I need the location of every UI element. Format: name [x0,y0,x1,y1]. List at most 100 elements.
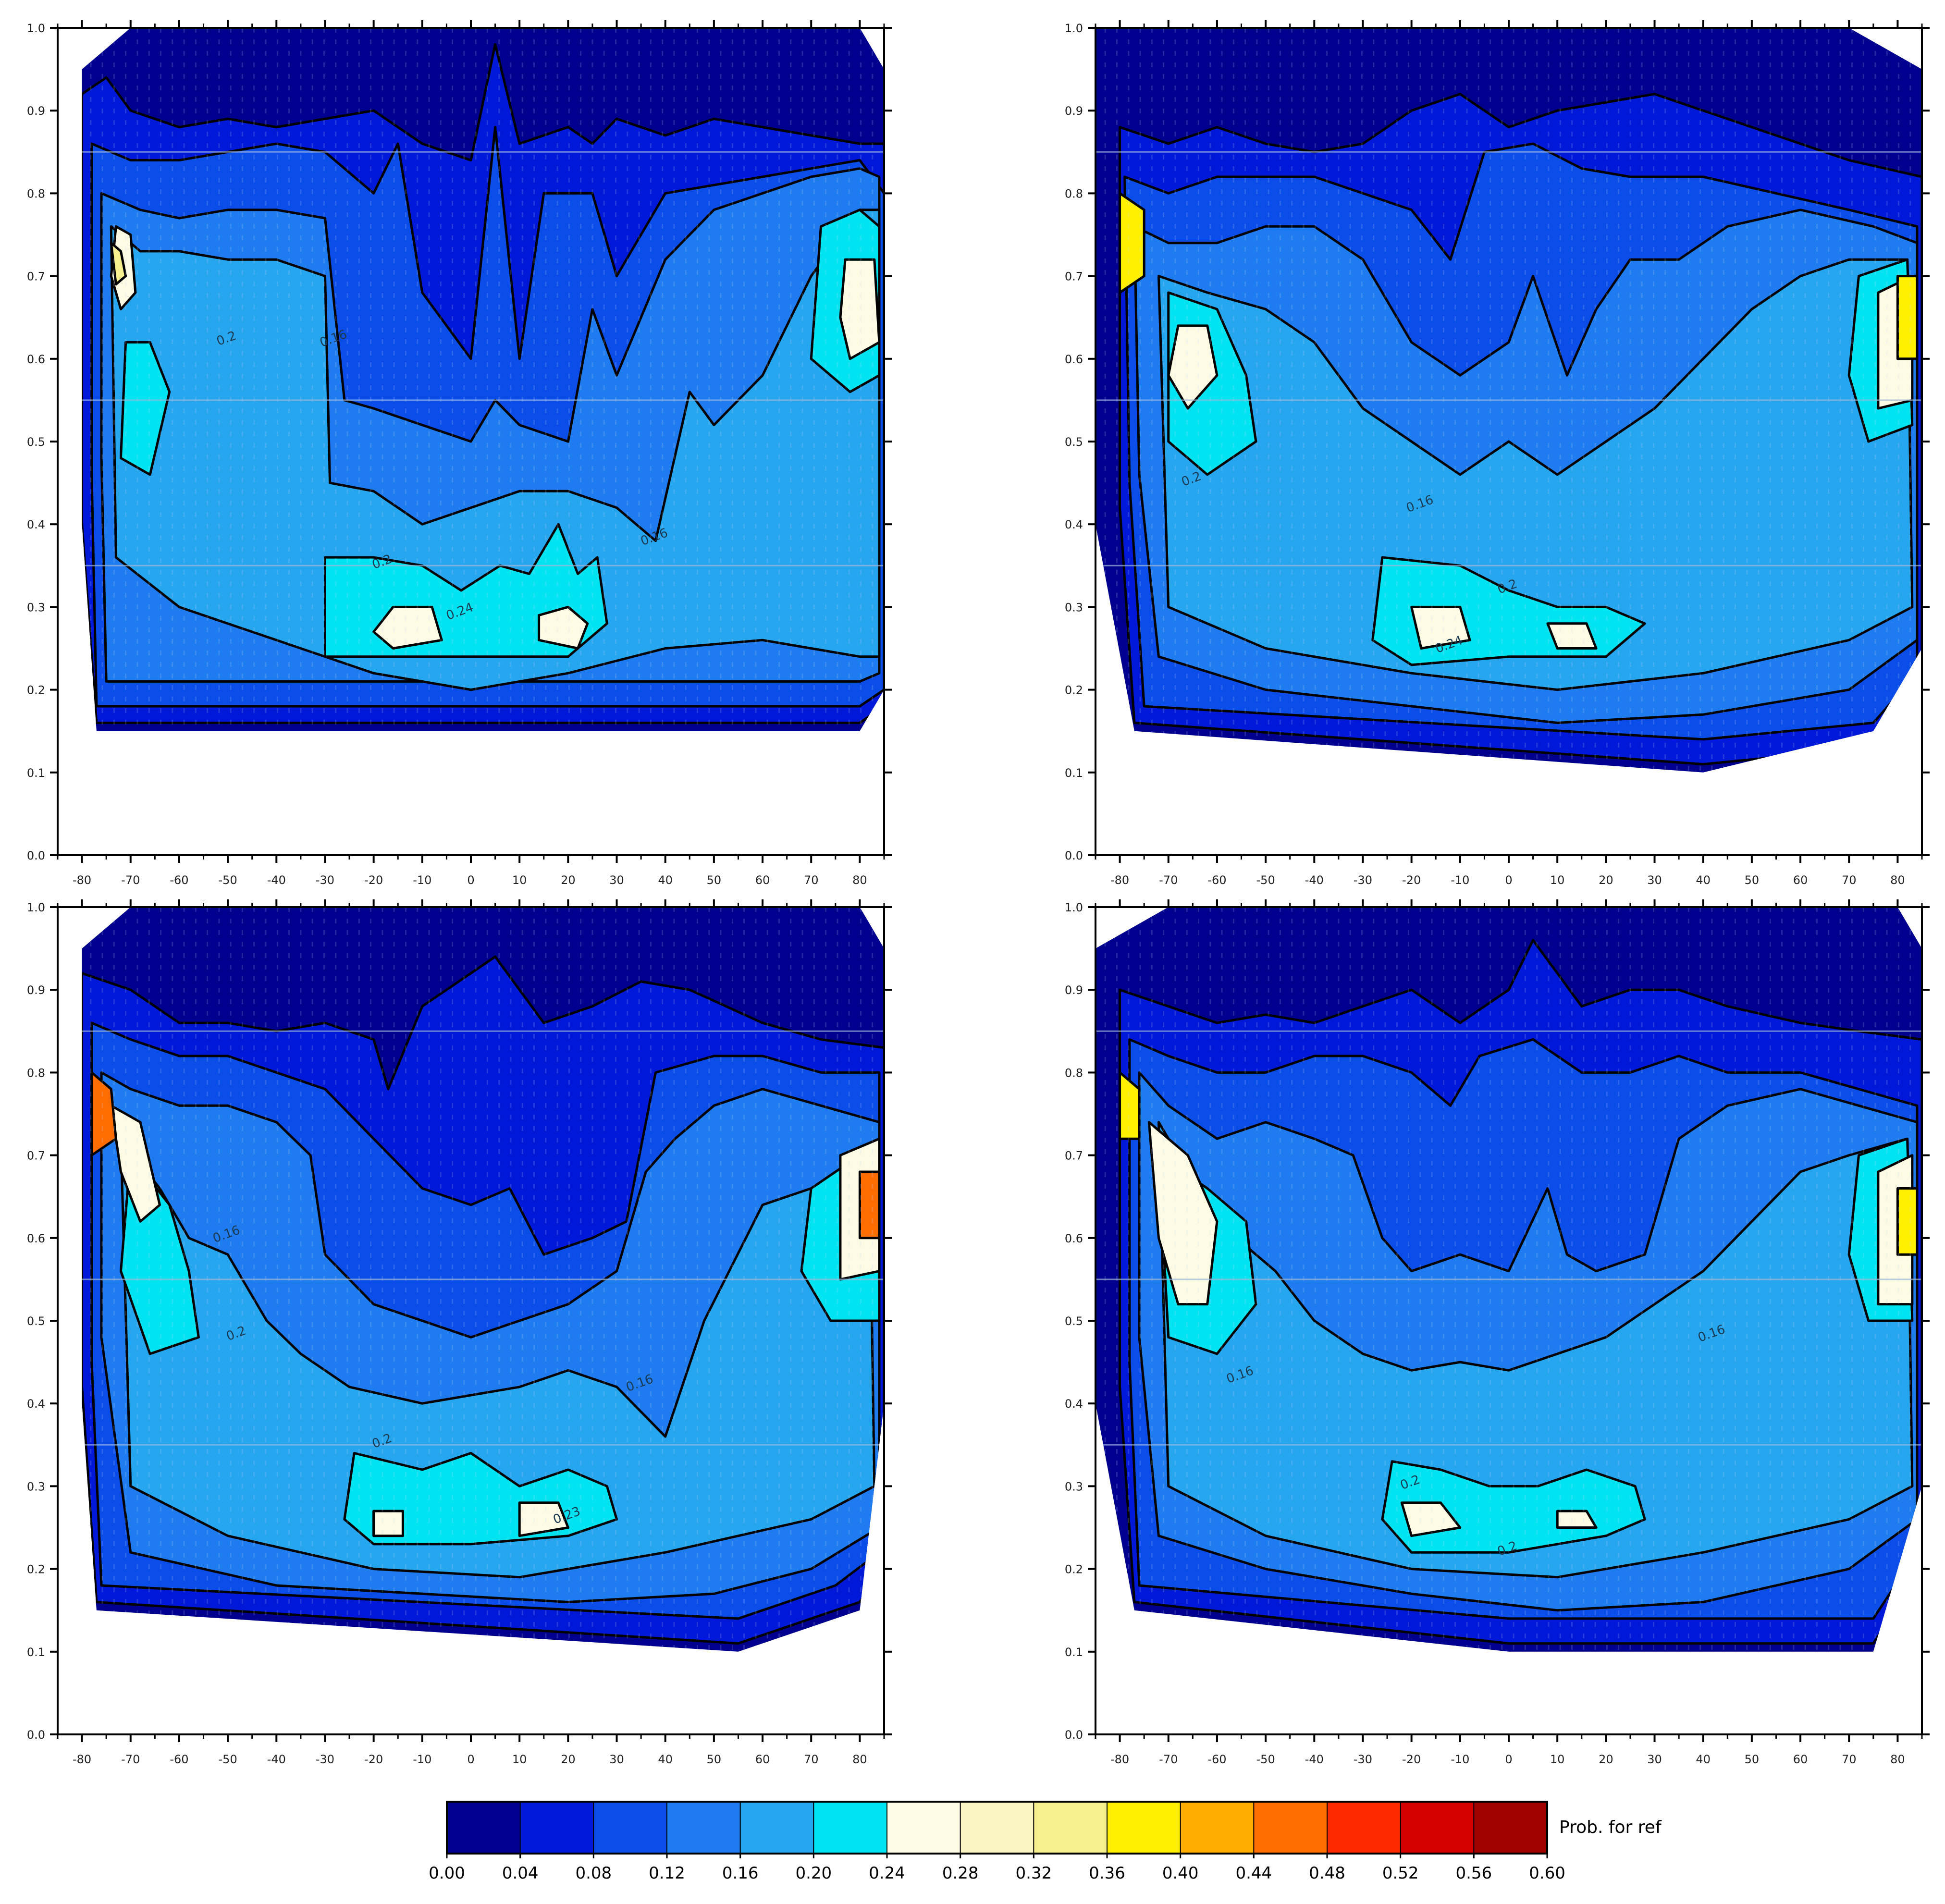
y-tick-label: 0.1 [27,766,45,780]
contour-level [1400,1501,1462,1537]
y-tick-label: 1.0 [27,901,45,914]
colorbar-swatch [886,1801,961,1854]
x-tick-label: -80 [73,1753,91,1766]
colorbar-tick-label: 0.56 [1455,1864,1492,1883]
contour-level [372,605,443,650]
y-tick-label: 0.4 [1065,1397,1083,1411]
colorbar-swatch [1033,1801,1108,1854]
y-tick-label: 0.1 [1065,766,1083,780]
x-tick-label: -60 [170,1753,188,1766]
x-tick-label: -40 [1305,1753,1324,1766]
colorbar-tick-label: 0.00 [429,1864,465,1883]
x-tick-label: 20 [1599,873,1613,887]
y-tick-label: 0.4 [1065,518,1083,531]
x-tick-label: 70 [804,873,819,887]
colorbar-swatches [446,1801,1548,1854]
y-tick-label: 1.0 [1065,22,1083,35]
colorbar-swatch [960,1801,1034,1854]
x-tick-label: -60 [170,873,188,887]
contour-level [90,1071,117,1157]
x-tick-label: -20 [1402,1753,1421,1766]
x-tick-label: -70 [1159,873,1178,887]
y-tick-label: 0.9 [1065,983,1083,997]
colorbar: 0.00 0.04 0.08 0.12 0.16 0.20 0.24 0.28 0.32 0.36… [429,1801,1662,1883]
x-tick-label: -80 [73,873,91,887]
y-tick-label: 0.4 [27,518,45,531]
y-tick-label: 0.8 [27,1066,45,1080]
contour-level [1410,605,1471,650]
colorbar-tick-label: 0.08 [575,1864,612,1883]
colorbar-swatch [739,1801,814,1854]
x-tick-label: 60 [755,873,770,887]
contour-level [110,1104,161,1223]
y-tick-label: 0.3 [27,1480,45,1493]
colorbar-tick-label: 0.40 [1162,1864,1199,1883]
x-tick-label: 40 [1696,873,1711,887]
x-tick-label: -70 [121,873,140,887]
x-tick-label: 50 [1745,1753,1760,1766]
y-tick-label: 0.2 [27,684,45,697]
contour-level [518,1501,569,1537]
y-tick-label: 0.3 [1065,1480,1083,1493]
y-tick-label: 0.7 [1065,270,1083,283]
colorbar-tick-label: 0.16 [722,1864,759,1883]
y-tick-label: 0.6 [1065,1232,1083,1245]
panel-top-left: 0.0 0.1 0.2 0.3 0.4 0.5 0.6 0.7 0.8 0.9 1.0 -80 -70 -… [27,20,892,887]
x-tick-label: 50 [707,873,722,887]
y-tick-label: 0.2 [27,1563,45,1576]
y-tick-label: 0.0 [27,849,45,862]
y-tick-label: 0.2 [1065,684,1083,697]
y-tick-label: 0.4 [27,1397,45,1411]
panel-bottom-right: 0.0 0.1 0.2 0.3 0.4 0.5 0.6 0.7 0.8 0.9 1.0 -80 -70 -… [1065,899,1930,1766]
contour-level [110,209,881,691]
x-tick-label: 40 [658,1753,673,1766]
x-tick-label: 80 [852,1753,867,1766]
x-tick-label: 60 [755,1753,770,1766]
y-tick-label: 0.8 [1065,187,1083,200]
x-tick-label: 10 [512,873,527,887]
x-tick-label: -10 [1451,1753,1469,1766]
x-tick-label: -50 [219,1753,237,1766]
x-tick-label: -50 [219,873,237,887]
x-tick-label: 10 [1550,873,1565,887]
x-tick-label: -30 [1354,873,1372,887]
colorbar-swatch [1180,1801,1255,1854]
contour-level [1556,1510,1598,1529]
x-tick-label: -80 [1110,873,1129,887]
x-tick-label: 20 [561,1753,576,1766]
x-tick-label: 70 [1842,1753,1857,1766]
contour-level [1157,258,1914,691]
grid [82,151,884,566]
x-tick-label: 30 [1647,873,1662,887]
colorbar-tick-label: 0.20 [795,1864,832,1883]
colorbar-tick-labels: 0.00 0.04 0.08 0.12 0.16 0.20 0.24 0.28 0.32 0.36… [429,1854,1565,1883]
x-tick-label: 80 [1890,873,1905,887]
colorbar-tick-label: 0.28 [942,1864,979,1883]
contour-level [1147,1121,1219,1306]
grid [82,1030,884,1446]
grid [1096,1030,1922,1446]
contour-level [538,605,589,650]
colorbar-tick-label: 0.04 [502,1864,539,1883]
x-tick-label: -30 [316,873,334,887]
contour-level [1896,1187,1919,1256]
y-tick-label: 0.7 [1065,1149,1083,1163]
x-tick-label: 60 [1793,873,1808,887]
x-tick-label: 10 [512,1753,527,1766]
y-tick-label: 0.0 [1065,849,1083,862]
x-tick-label: 10 [1550,1753,1565,1766]
contour-fill [1119,93,1922,766]
x-tick-label: 30 [609,873,624,887]
colorbar-swatch [446,1801,521,1854]
x-tick-label: 80 [1890,1753,1905,1766]
x-tick-label: 60 [1793,1753,1808,1766]
y-tick-label: 1.0 [1065,901,1083,914]
x-tick-label: 0 [1505,1753,1512,1766]
colorbar-swatch [813,1801,888,1854]
x-tick-label: -20 [364,1753,383,1766]
panels: 0.0 0.1 0.2 0.3 0.4 0.5 0.6 0.7 0.8 0.9 1.0 -80 -70 -… [27,20,1930,1766]
x-tick-label: 30 [609,1753,624,1766]
colorbar-swatch [1473,1801,1548,1854]
colorbar-tick-label: 0.60 [1529,1864,1565,1883]
x-tick-label: -30 [316,1753,334,1766]
